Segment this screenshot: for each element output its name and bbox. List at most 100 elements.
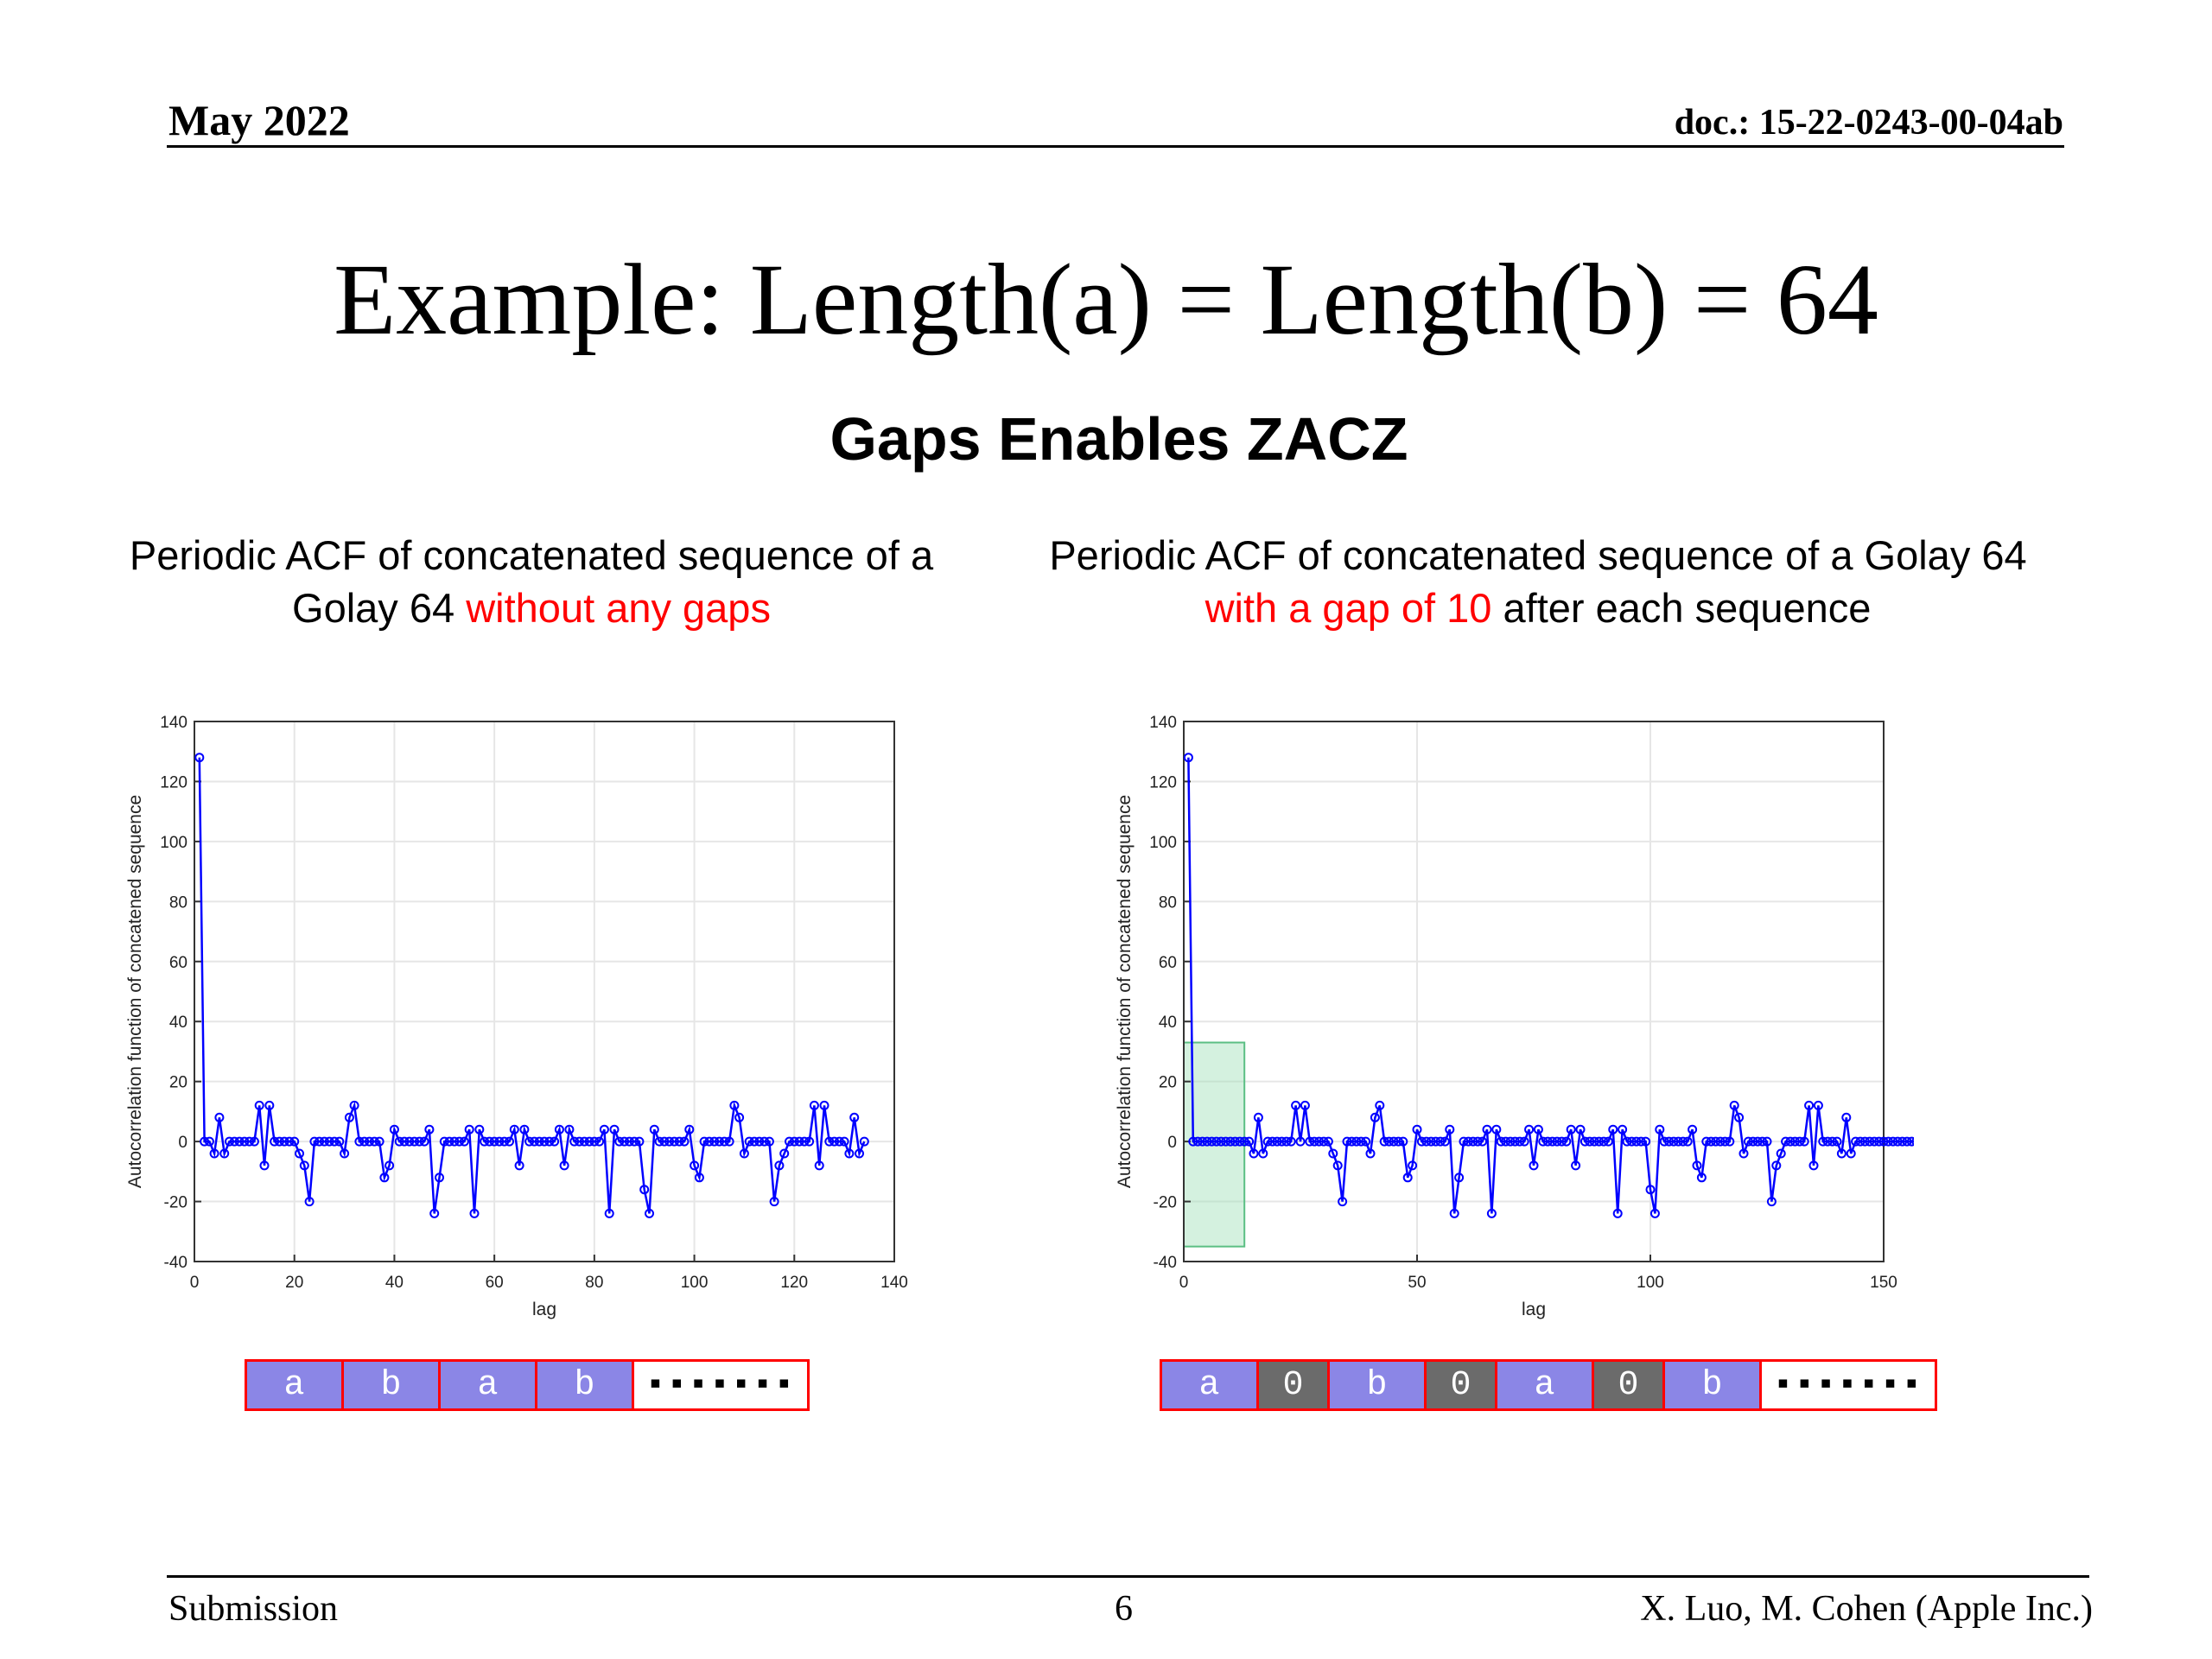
acf-data-point: [1859, 1136, 1870, 1147]
y-tick-label: 80: [169, 893, 188, 912]
acf-data-point: [564, 1124, 575, 1135]
acf-data-point: [1408, 1160, 1418, 1171]
acf-data-point: [1188, 1136, 1198, 1147]
acf-data-point: [385, 1160, 395, 1171]
acf-data-point: [424, 1124, 435, 1135]
acf-data-point: [374, 1136, 385, 1147]
acf-data-point: [814, 1160, 824, 1171]
acf-data-point: [1496, 1136, 1506, 1147]
acf-data-point: [1795, 1136, 1805, 1147]
acf-data-point: [1435, 1136, 1446, 1147]
acf-data-point: [669, 1136, 679, 1147]
acf-data-point: [194, 753, 205, 763]
x-tick-label: 150: [1870, 1274, 1897, 1292]
acf-data-point: [1911, 1137, 1914, 1146]
acf-data-point: [1393, 1136, 1403, 1147]
y-axis-label: Autocorrelation function of concatened s…: [125, 795, 145, 1188]
acf-data-point: [575, 1136, 584, 1147]
acf-data-point: [1239, 1136, 1249, 1147]
acf-data-point: [1361, 1136, 1371, 1147]
acf-data-point: [1286, 1136, 1296, 1147]
acf-data-point: [509, 1124, 519, 1135]
acf-data-point: [309, 1136, 320, 1147]
acf-data-point: [344, 1112, 354, 1122]
acf-data-point: [1781, 1136, 1791, 1147]
acf-data-point: [489, 1136, 499, 1147]
acf-data-point: [1902, 1136, 1912, 1147]
acf-data-point: [219, 1148, 230, 1159]
acf-data-point: [1649, 1208, 1660, 1218]
acf-data-point: [1599, 1136, 1609, 1147]
y-tick-label: 60: [169, 954, 188, 972]
acf-data-point: [699, 1136, 709, 1147]
acf-data-point: [254, 1100, 264, 1110]
acf-data-point: [379, 1173, 390, 1183]
acf-data-point: [779, 1148, 790, 1159]
acf-data-point: [604, 1208, 614, 1218]
acf-data-point: [804, 1136, 815, 1147]
acf-data-point: [1673, 1136, 1683, 1147]
acf-data-point: [459, 1136, 469, 1147]
acf-data-point: [1612, 1208, 1623, 1218]
header-doc-number: doc.: 15-22-0243-00-04ab: [1674, 103, 2063, 143]
acf-data-point: [674, 1136, 684, 1147]
acf-data-point: [1846, 1148, 1856, 1159]
acf-data-point: [1472, 1136, 1483, 1147]
y-axis-label: Autocorrelation function of concatened s…: [1115, 795, 1135, 1188]
acf-data-point: [1323, 1136, 1333, 1147]
acf-data-point: [1342, 1136, 1352, 1147]
acf-data-point: [1645, 1185, 1656, 1195]
header-date: May 2022: [168, 96, 350, 144]
acf-data-point: [404, 1136, 415, 1147]
acf-data-point: [1906, 1136, 1914, 1147]
acf-data-point: [1505, 1136, 1516, 1147]
acf-data-point: [679, 1136, 690, 1147]
acf-data-point: [1268, 1136, 1278, 1147]
acf-data-point: [589, 1136, 600, 1147]
acf-data-point: [505, 1136, 514, 1147]
acf-data-point: [1230, 1136, 1240, 1147]
acf-data-point: [499, 1136, 510, 1147]
y-tick-label: 100: [1149, 834, 1177, 852]
x-tick-label: 0: [1179, 1274, 1189, 1292]
acf-chart-gap-10: 0 50 100 150 -40 -20 0 20 40 60 80 100 120 140 lag Auto…: [1115, 714, 1914, 1319]
acf-data-point: [1580, 1136, 1590, 1147]
acf-data-point: [1524, 1124, 1535, 1135]
y-tick-label: 40: [169, 1014, 188, 1032]
caption-right-text: Periodic ACF of concatenated sequence of…: [1049, 532, 2027, 578]
acf-data-point: [354, 1136, 365, 1147]
acf-data-point: [1421, 1136, 1432, 1147]
caption-right-highlight: with a gap of 10: [1205, 585, 1492, 631]
acf-data-point: [1542, 1136, 1553, 1147]
acf-data-point: [1463, 1136, 1473, 1147]
acf-data-point: [324, 1136, 334, 1147]
acf-data-point: [1468, 1136, 1478, 1147]
acf-data-point: [1482, 1124, 1492, 1135]
acf-data-point: [789, 1136, 799, 1147]
acf-data-point: [684, 1124, 695, 1135]
acf-data-point: [1664, 1136, 1675, 1147]
acf-data-point: [200, 1136, 210, 1147]
acf-data-point: [1225, 1136, 1236, 1147]
acf-data-point: [435, 1173, 444, 1183]
acf-data-point: [1771, 1160, 1782, 1171]
footer-authors: X. Luo, M. Cohen (Apple Inc.): [1640, 1589, 2093, 1629]
acf-data-point: [1813, 1100, 1823, 1110]
acf-data-point: [429, 1208, 440, 1218]
acf-data-point: [1865, 1136, 1875, 1147]
acf-data-point: [1510, 1136, 1520, 1147]
acf-data-point: [284, 1136, 295, 1147]
acf-data-point: [1822, 1136, 1833, 1147]
acf-data-point: [1300, 1100, 1310, 1110]
acf-data-point: [1688, 1124, 1698, 1135]
acf-data-point: [749, 1136, 760, 1147]
acf-data-point: [1818, 1136, 1828, 1147]
strip-cell-a: a: [1160, 1359, 1259, 1411]
x-tick-label: 40: [385, 1274, 404, 1292]
acf-data-point: [1678, 1136, 1688, 1147]
acf-data-point: [229, 1136, 239, 1147]
acf-data-point: [694, 1173, 704, 1183]
acf-data-point: [1375, 1100, 1385, 1110]
acf-data-point: [340, 1148, 350, 1159]
acf-data-point: [849, 1112, 860, 1122]
